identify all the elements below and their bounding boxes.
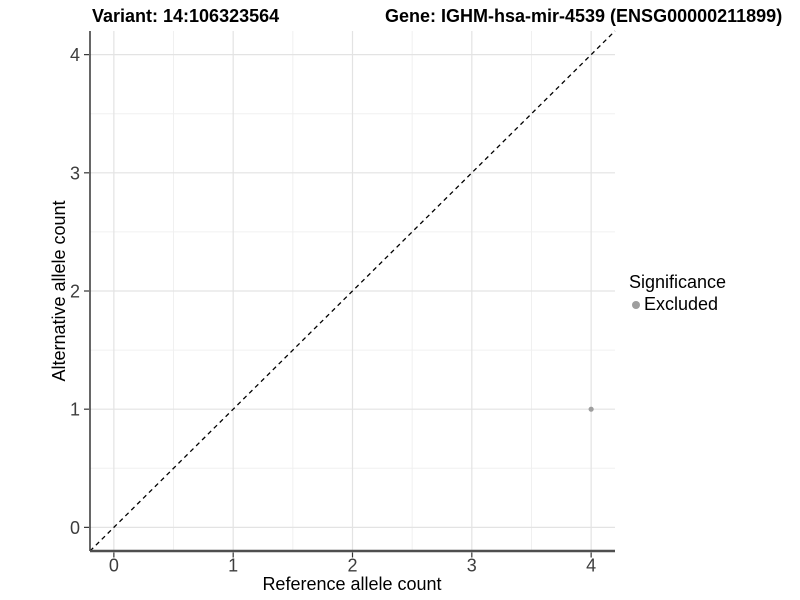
- y-tick-label: 3: [70, 163, 80, 183]
- y-tick-label: 4: [70, 45, 80, 65]
- legend-item-label: Excluded: [644, 294, 719, 314]
- legend-key-dot-icon: [632, 300, 640, 309]
- legend-title: Significance: [629, 272, 727, 292]
- data-point: [588, 406, 594, 412]
- y-tick-label: 1: [70, 400, 80, 420]
- legend: Significance Excluded: [629, 272, 726, 315]
- x-tick-label: 2: [347, 556, 357, 576]
- x-tick-label: 1: [228, 556, 238, 576]
- x-tick-label: 4: [586, 556, 596, 576]
- legend-item-excluded: Excluded: [629, 294, 726, 315]
- x-tick-label: 0: [109, 556, 119, 576]
- plot-title-gene: Gene: IGHM-hsa-mir-4539 (ENSG00000211899…: [385, 6, 783, 26]
- plot-title-variant: Variant: 14:106323564: [92, 6, 280, 26]
- x-axis-title: Reference allele count: [262, 574, 441, 594]
- y-axis-title: Alternative allele count: [49, 200, 69, 381]
- y-tick-label: 0: [70, 518, 80, 538]
- y-tick-label: 2: [70, 282, 80, 302]
- x-tick-label: 3: [467, 556, 477, 576]
- plot-panel: 0 1 2 3 4 0 1 2 3 4: [70, 30, 616, 576]
- identity-dashed-line: [89, 30, 616, 552]
